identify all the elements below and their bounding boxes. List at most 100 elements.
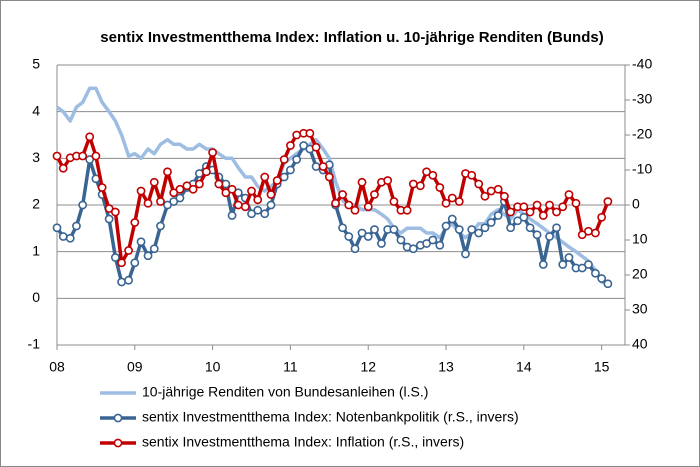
y2-tick-label: 40 [632,336,648,352]
series-marker [143,198,153,208]
series-marker [603,197,613,206]
series-marker [72,221,81,231]
series-marker [286,165,295,175]
series-marker [350,205,360,215]
series-marker [519,212,529,222]
series-marker [571,198,581,208]
series-marker [260,209,270,219]
series-marker [124,275,133,285]
series-marker [480,223,490,233]
series-marker [363,202,373,212]
series-marker [97,183,107,192]
series-marker [194,179,204,189]
y2-tick-label: 30 [632,301,648,317]
series-marker [486,218,496,227]
series-marker [247,186,256,196]
series-marker [175,184,185,194]
series-marker [370,225,379,234]
series-marker [558,260,568,269]
series-marker [266,200,276,210]
y2-tick-label: 20 [632,266,648,282]
y2-tick-label: -20 [632,126,652,142]
series-marker [208,148,218,157]
series-marker [279,155,289,164]
legend-marker [113,413,123,423]
y-tick-label: -1 [28,336,41,352]
legend: 10-jährige Renditen von Bundesanleihen (… [100,384,519,450]
series-marker [311,162,321,171]
series-marker [363,232,373,241]
series-marker [338,223,347,233]
series-marker [389,225,399,234]
series-marker [130,218,140,227]
series-marker [474,179,484,189]
series-marker [441,221,451,231]
series-marker [344,200,354,210]
series-marker [163,167,172,177]
series-marker [597,212,607,222]
legend-marker [113,438,123,448]
series-marker [408,244,418,254]
series-marker [467,225,477,234]
series-marker [156,197,165,206]
chart-title: sentix Investmentthema Index: Inflation … [100,29,603,46]
series-marker [454,225,464,234]
series-marker [428,235,438,245]
series-marker [272,176,282,185]
series-marker [214,179,224,189]
series-marker [331,198,340,208]
series-marker [350,244,360,254]
series-marker [253,195,263,205]
series-marker [188,184,198,194]
series-marker [240,202,250,212]
series-marker [545,232,554,241]
series-marker [564,253,574,262]
y-tick-label: 4 [32,102,40,118]
series-marker [545,200,554,210]
series-marker [194,169,204,178]
series-marker [311,142,321,152]
series-marker [149,177,159,187]
series-marker [538,211,548,220]
series-marker [415,181,425,191]
series-marker [175,193,185,203]
legend-label: sentix Investmentthema Index: Inflation … [142,434,464,450]
series-marker [110,253,120,262]
series-marker [435,183,445,192]
series-marker [260,172,270,182]
series-marker [104,214,114,224]
series-marker [499,191,509,201]
series-marker [65,233,75,243]
y-tick-label: 1 [32,242,40,258]
series-marker [474,228,484,238]
series-marker [124,246,133,255]
series-marker [136,186,146,196]
series-marker [58,163,68,173]
series-marker [552,223,561,233]
series-marker [525,207,535,217]
series-marker [435,240,445,250]
series-marker [344,232,354,241]
x-tick-label: 08 [49,359,65,375]
series-marker [591,228,600,238]
series-marker [136,237,146,247]
series-marker [91,151,101,161]
series-marker [227,184,237,194]
series-marker [597,274,607,283]
series-marker [110,207,120,217]
x-tick-label: 09 [127,359,143,375]
x-tick-label: 13 [438,359,454,375]
series-marker [338,190,347,199]
series-marker [493,211,503,220]
series-marker [591,268,600,278]
series-marker [227,211,237,220]
series-marker [486,186,496,196]
series-marker [552,207,561,217]
series-marker [117,277,126,287]
series-marker [506,223,516,233]
series-marker [603,279,613,289]
x-tick-label: 14 [516,359,532,375]
series-marker [461,249,470,259]
series-marker [58,232,68,241]
series-marker [318,162,328,171]
